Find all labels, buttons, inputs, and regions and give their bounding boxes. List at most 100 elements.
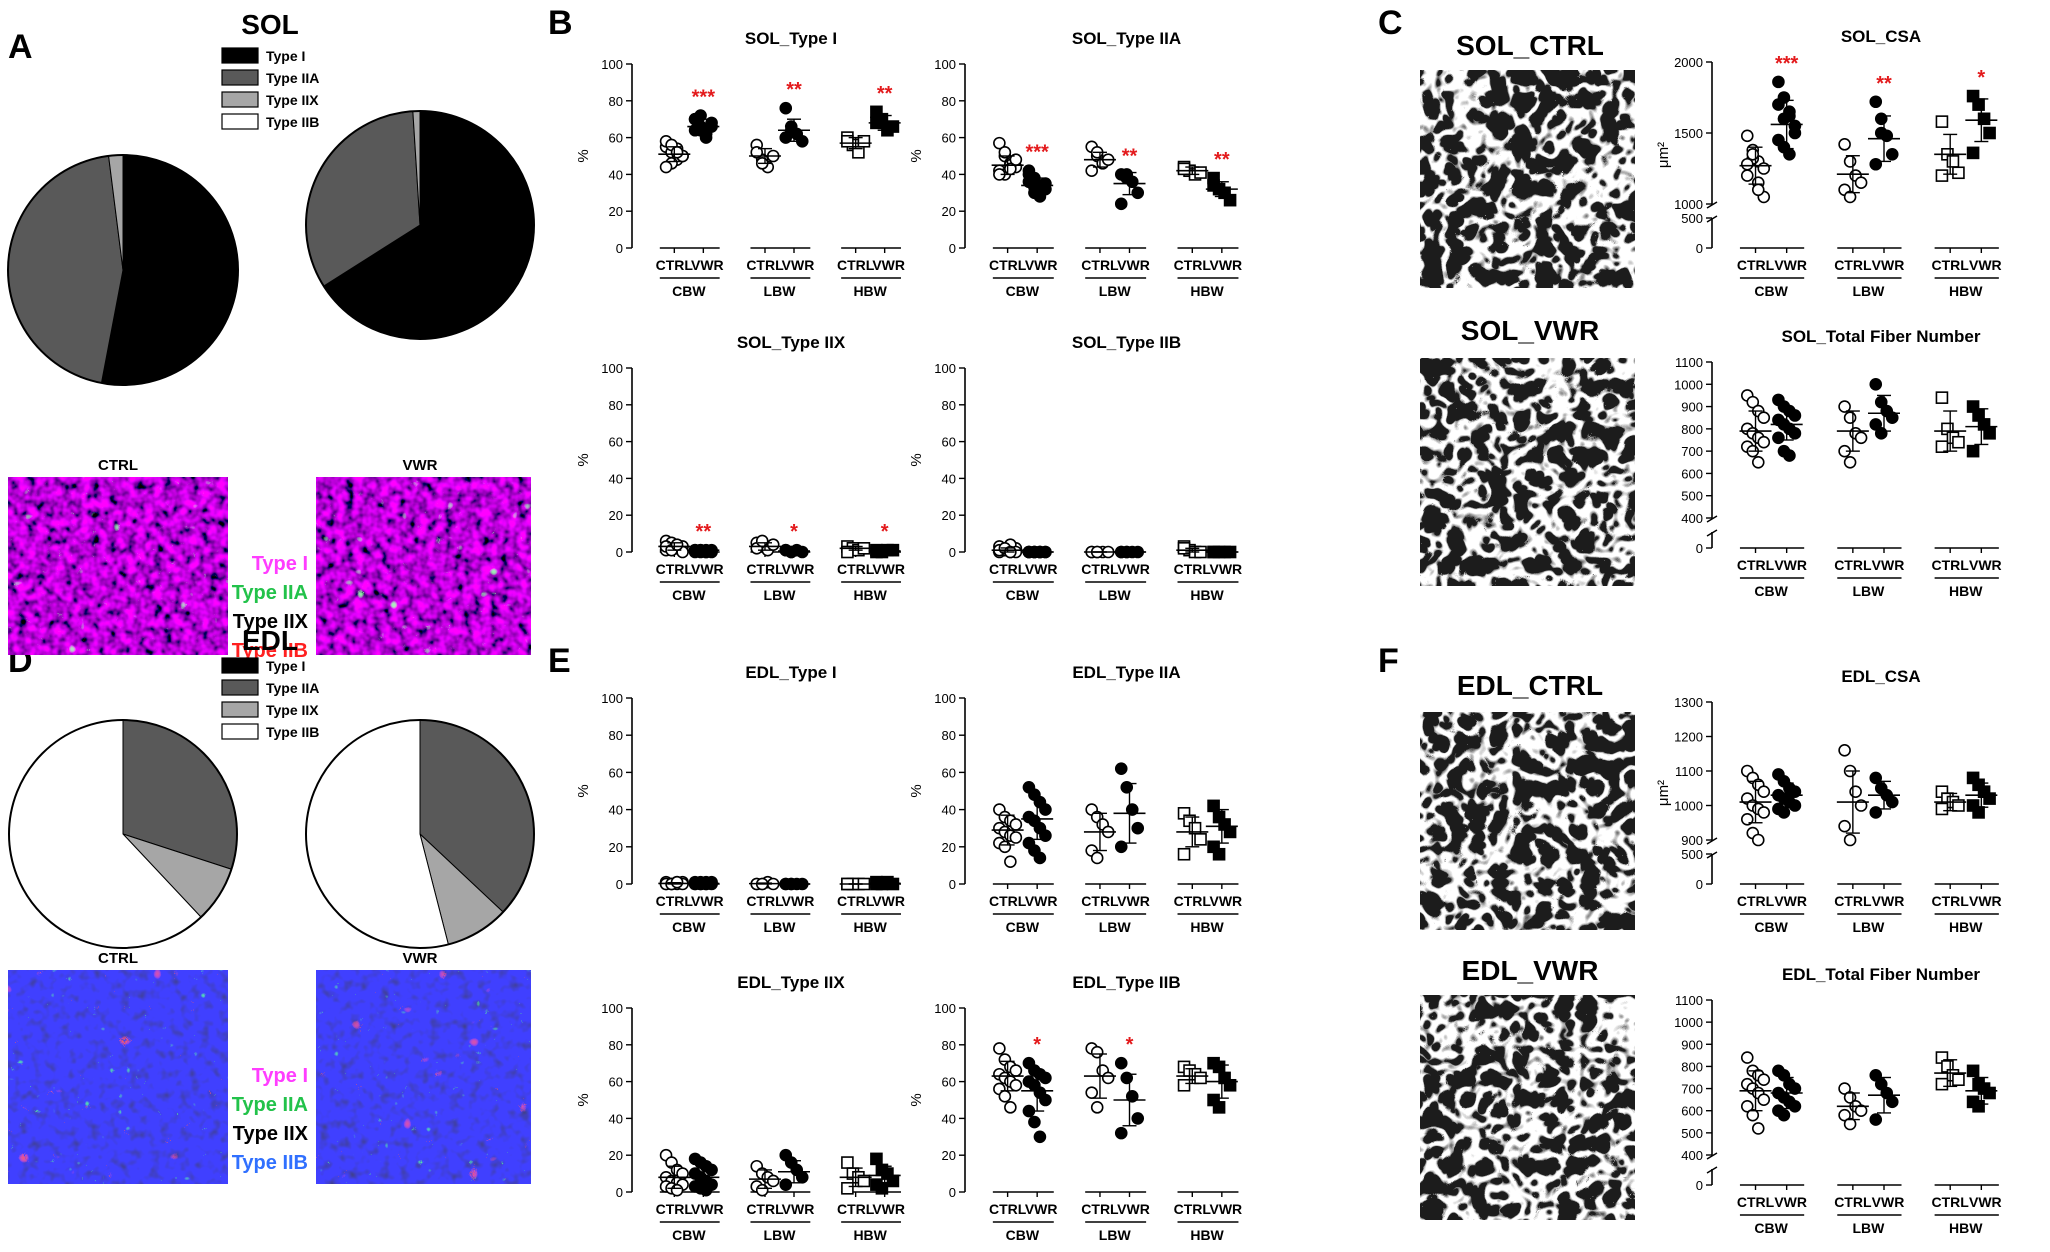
ctrl-point <box>1935 391 1949 404</box>
muscle-title-edl: EDL <box>242 625 298 656</box>
group-label: CBW <box>1754 1220 1788 1236</box>
image-label-sol-vwr: VWR <box>403 457 438 474</box>
y-tick-label: 1500 <box>1674 126 1703 141</box>
y-tick-label: 20 <box>942 508 956 523</box>
ctrl-point <box>1751 455 1765 469</box>
condition-label-ctrl: CTRL <box>1834 893 1872 909</box>
ctrl-point <box>670 1183 684 1197</box>
ctrl-point <box>1757 785 1771 799</box>
image-title-sol-vwr: SOL_VWR <box>1461 315 1599 346</box>
image-label-sol-ctrl: CTRL <box>98 457 138 474</box>
vwr-point <box>1983 792 1996 805</box>
condition-label-vwr: VWR <box>691 1201 724 1217</box>
axis-break-mark <box>1706 1152 1718 1160</box>
condition-label-ctrl: CTRL <box>1834 257 1872 273</box>
image-label-edl-vwr: VWR <box>403 950 438 967</box>
vwr-point <box>1869 157 1883 171</box>
vwr-point <box>1874 126 1888 140</box>
condition-label-vwr: VWR <box>872 257 905 273</box>
y-tick-label: 40 <box>609 167 623 182</box>
group-label: CBW <box>672 283 706 299</box>
vwr-point <box>1983 126 1996 140</box>
condition-label-ctrl: CTRL <box>837 257 875 273</box>
panel-letter-e: E <box>548 642 571 680</box>
condition-label-vwr: VWR <box>1117 561 1150 577</box>
ctrl-point <box>998 840 1012 854</box>
condition-label-vwr: VWR <box>1117 257 1150 273</box>
axis-break-mark <box>1706 201 1718 209</box>
legend-label: Type IIA <box>266 680 319 696</box>
ctrl-point <box>1946 155 1960 168</box>
y-tick-label: 20 <box>609 1148 623 1163</box>
y-tick-label: 100 <box>601 361 623 376</box>
panel-letter-b: B <box>548 4 573 42</box>
condition-label-ctrl: CTRL <box>1737 257 1775 273</box>
fluor-label-type-iia: Type IIA <box>232 1094 308 1116</box>
ctrl-point <box>670 538 684 551</box>
y-axis-label: % <box>908 453 925 466</box>
chart-title: SOL_CSA <box>1841 27 1921 46</box>
fiber-type-immunostain-image-edl-vwr <box>316 970 531 1184</box>
condition-label-ctrl: CTRL <box>746 561 784 577</box>
ctrl-point <box>1009 818 1023 831</box>
vwr-point <box>1788 427 1802 440</box>
chart-title: SOL_Type IIA <box>1072 29 1181 48</box>
y-tick-label: 1000 <box>1674 197 1703 212</box>
y-tick-label: 80 <box>609 94 623 109</box>
ctrl-point <box>841 545 854 559</box>
group-label: HBW <box>853 919 887 935</box>
vwr-point <box>1874 112 1888 126</box>
condition-label-vwr: VWR <box>1969 1194 2002 1210</box>
legend-swatch <box>221 47 259 64</box>
condition-label-vwr: VWR <box>691 561 724 577</box>
ctrl-point <box>841 1182 854 1195</box>
y-tick-label: 1200 <box>1674 730 1703 745</box>
significance-marker: *** <box>692 87 716 109</box>
ctrl-point <box>1101 1071 1115 1085</box>
fluor-label-type-iib: Type IIB <box>232 640 308 662</box>
y-tick-label: 0 <box>949 877 956 892</box>
vwr-point <box>1131 821 1145 835</box>
condition-label-ctrl: CTRL <box>837 561 875 577</box>
ctrl-point <box>1757 806 1771 819</box>
vwr-point <box>1777 1108 1791 1122</box>
significance-marker: * <box>1126 1034 1134 1056</box>
condition-label-ctrl: CTRL <box>656 257 694 273</box>
vwr-point <box>1788 409 1802 422</box>
ctrl-point <box>1843 833 1857 847</box>
vwr-point <box>1885 1095 1899 1109</box>
ctrl-point <box>1090 1101 1104 1114</box>
y-tick-label: 80 <box>942 398 956 413</box>
ctrl-point <box>1849 785 1862 799</box>
y-tick-label: 800 <box>1681 422 1703 437</box>
group-label: LBW <box>1852 583 1885 599</box>
y-tick-label: 60 <box>942 131 956 146</box>
y-tick-label: 1000 <box>1674 377 1703 392</box>
significance-marker: * <box>1977 67 1985 89</box>
y-tick-label: 40 <box>609 803 623 818</box>
condition-label-vwr: VWR <box>1872 893 1905 909</box>
muscle-title-sol: SOL <box>241 9 299 40</box>
legend-swatch <box>221 113 259 130</box>
vwr-point <box>1039 1071 1052 1085</box>
vwr-point <box>1207 179 1220 192</box>
condition-label-ctrl: CTRL <box>1932 893 1970 909</box>
y-tick-label: 400 <box>1681 1148 1703 1163</box>
y-tick-label: 600 <box>1681 1104 1703 1119</box>
vwr-point <box>870 1152 883 1166</box>
condition-label-vwr: VWR <box>1209 561 1242 577</box>
ctrl-point <box>1838 138 1851 151</box>
ctrl-point <box>1751 1122 1765 1135</box>
y-tick-label: 800 <box>1681 1059 1703 1074</box>
chart-title: SOL_Type IIX <box>737 333 846 352</box>
pie-chart-edl-ctrl <box>8 719 238 949</box>
ctrl-point <box>841 134 854 148</box>
condition-label-ctrl: CTRL <box>1932 257 1970 273</box>
vwr-point <box>1212 1101 1226 1114</box>
fluor-label-type-iix: Type IIX <box>233 611 309 633</box>
ctrl-point <box>1952 799 1965 812</box>
pie-legend-sol: Type I Type IIA Type IIX Type IIB <box>221 47 319 130</box>
y-tick-label: 40 <box>942 803 956 818</box>
significance-marker: * <box>881 521 889 543</box>
